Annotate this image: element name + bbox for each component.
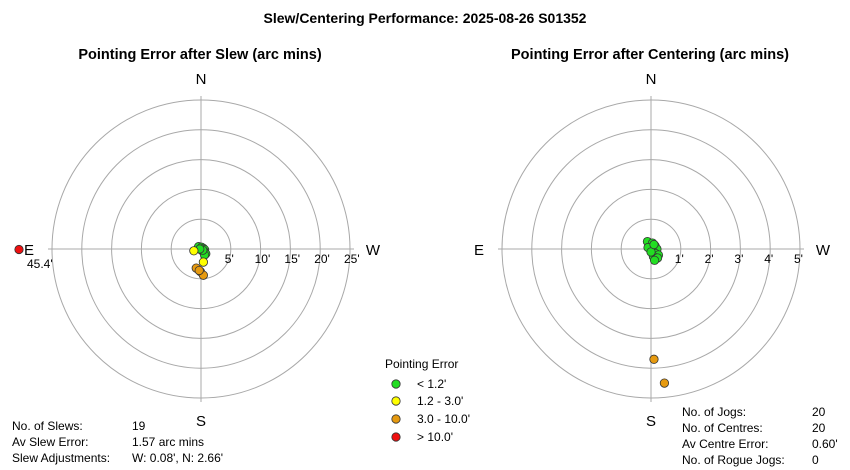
centering-polar-plot: Pointing Error after Centering (arc mins… [474, 47, 831, 430]
slew-ring-label: 20' [314, 252, 330, 266]
centering-data-point [659, 378, 670, 388]
centering-ring-label: 5' [794, 252, 803, 266]
slew-ring-label: 5' [225, 252, 234, 266]
slew-outlier-label: 45.4' [27, 257, 53, 271]
legend-item: 1.2 - 3.0' [391, 394, 463, 408]
slew-stats: No. of Slews: 19 Av Slew Error: 1.57 arc… [12, 419, 223, 465]
slew-ring-label: 10' [255, 252, 271, 266]
slew-outlier-marker [14, 244, 24, 255]
legend-item: < 1.2' [391, 377, 446, 391]
stat-label: Av Slew Error: [12, 435, 88, 449]
slew-south-label: S [196, 413, 206, 430]
slew-north-label: N [196, 71, 207, 88]
stat-value: 1.57 arc mins [132, 435, 204, 449]
stat-value: W: 0.08', N: 2.66' [132, 451, 223, 465]
legend-label: 3.0 - 10.0' [417, 412, 470, 426]
legend-item: 3.0 - 10.0' [391, 412, 470, 426]
centering-north-label: N [646, 71, 657, 88]
slew-east-label: E [24, 242, 34, 259]
legend-label: 1.2 - 3.0' [417, 394, 463, 408]
centering-south-label: S [646, 413, 656, 430]
stat-value: 0.60' [812, 437, 838, 451]
centering-data-point [649, 354, 659, 364]
slew-ring-label: 15' [284, 252, 300, 266]
slew-plot-title: Pointing Error after Slew (arc mins) [78, 47, 321, 63]
legend-swatch-green [391, 379, 401, 389]
stat-label: No. of Centres: [682, 421, 763, 435]
legend: Pointing Error < 1.2' 1.2 - 3.0' 3.0 - 1… [385, 357, 470, 444]
slew-data-point [194, 265, 204, 276]
legend-label: > 10.0' [417, 430, 453, 444]
centering-ring-label: 4' [764, 252, 773, 266]
stat-label: No. of Slews: [12, 419, 83, 433]
centering-west-label: W [816, 242, 831, 259]
legend-label: < 1.2' [417, 377, 446, 391]
stat-value: 20 [812, 421, 826, 435]
centering-ring-label: 2' [705, 252, 714, 266]
legend-title: Pointing Error [385, 357, 458, 371]
centering-ring-label: 3' [734, 252, 743, 266]
legend-item: > 10.0' [391, 430, 453, 444]
centering-east-label: E [474, 242, 484, 259]
legend-swatch-yellow [391, 396, 401, 406]
stat-value: 0 [812, 453, 819, 467]
slew-data-point [198, 257, 208, 267]
centering-data-point [649, 255, 660, 265]
slew-ring-label: 25' [344, 252, 360, 266]
stat-value: 19 [132, 419, 146, 433]
centering-stats: No. of Jogs: 20 No. of Centres: 20 Av Ce… [682, 405, 838, 467]
slew-data-point [189, 246, 199, 256]
main-title: Slew/Centering Performance: 2025-08-26 S… [264, 10, 587, 26]
legend-swatch-red [391, 432, 401, 442]
stat-value: 20 [812, 405, 826, 419]
centering-ring-label: 1' [675, 252, 684, 266]
stat-label: No. of Jogs: [682, 405, 746, 419]
stat-label: No. of Rogue Jogs: [682, 453, 785, 467]
centering-data-point [649, 239, 659, 250]
stat-label: Slew Adjustments: [12, 451, 110, 465]
legend-swatch-orange [391, 414, 401, 424]
centering-plot-title: Pointing Error after Centering (arc mins… [511, 47, 789, 63]
slew-west-label: W [366, 242, 381, 259]
slew-polar-plot: Pointing Error after Slew (arc mins) N S… [14, 47, 381, 430]
stat-label: Av Centre Error: [682, 437, 768, 451]
